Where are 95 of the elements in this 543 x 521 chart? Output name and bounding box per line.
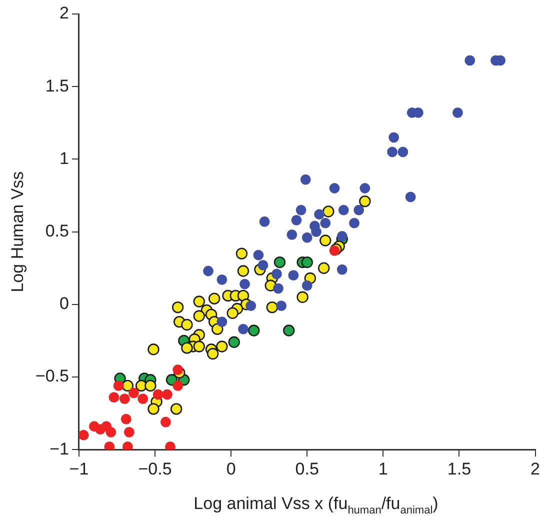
point [291, 214, 302, 226]
point [148, 403, 160, 415]
point [314, 209, 324, 220]
point [240, 278, 250, 290]
point [464, 55, 476, 66]
point [273, 283, 284, 294]
point [148, 344, 160, 356]
x-tick-label: 0.5 [295, 459, 319, 478]
point [152, 389, 164, 400]
point [237, 265, 250, 277]
x-axis-title: Log animal Vss x (fu$_{human}$/fu$_{animal}$) [192, 494, 440, 516]
point [354, 204, 364, 216]
x-tick-label: 2 [530, 459, 540, 478]
point [274, 256, 286, 268]
y-tick-label: 0.5 [45, 221, 69, 240]
point [302, 280, 312, 291]
point [138, 394, 148, 404]
x-tick-label: 1.5 [447, 459, 472, 478]
point [165, 441, 176, 450]
point [259, 216, 270, 227]
y-tick-label: 1.5 [45, 76, 69, 96]
point [212, 323, 224, 335]
point [78, 430, 89, 440]
point [398, 146, 408, 158]
point [452, 108, 463, 118]
point [311, 226, 322, 237]
point [228, 336, 240, 348]
point [283, 324, 295, 336]
y-tick-label: 2 [59, 4, 69, 23]
point [172, 301, 184, 314]
point [104, 441, 115, 450]
point [258, 260, 268, 270]
y-tick-label: 1 [59, 148, 69, 168]
point [162, 389, 172, 400]
point [288, 270, 299, 281]
y-tick-label: −0.5 [35, 366, 69, 386]
y-tick-label: 0 [59, 294, 69, 314]
point [271, 268, 282, 280]
point [296, 204, 306, 216]
point [208, 292, 220, 304]
point [236, 248, 248, 260]
point [318, 262, 330, 274]
point [181, 318, 193, 331]
point [320, 234, 332, 246]
point [296, 291, 308, 303]
point [216, 274, 228, 285]
point [120, 414, 132, 424]
point [300, 174, 311, 185]
point [206, 348, 219, 360]
point [248, 324, 260, 336]
point [276, 300, 286, 312]
y-axis-title: Log Human Vss [8, 171, 27, 292]
point [360, 183, 370, 194]
point [113, 380, 124, 391]
point [253, 250, 264, 260]
x-tick-label: 1 [378, 459, 388, 478]
point [266, 301, 278, 314]
point [349, 218, 360, 228]
point [119, 394, 130, 404]
x-tick-label: −0.5 [138, 459, 172, 478]
point [170, 403, 182, 415]
point [226, 307, 238, 319]
point [238, 324, 248, 334]
point [322, 206, 334, 218]
point [172, 364, 184, 375]
point [246, 300, 256, 312]
point [172, 380, 184, 391]
point [286, 230, 298, 240]
point [320, 218, 331, 228]
point [302, 232, 312, 243]
point [387, 146, 398, 158]
point [203, 266, 214, 276]
point [160, 416, 171, 428]
point [216, 340, 228, 352]
point [329, 183, 340, 194]
point [193, 310, 205, 322]
point [359, 195, 371, 208]
point [336, 230, 348, 242]
point [124, 426, 134, 438]
point [338, 204, 349, 216]
x-tick-label: 0 [226, 459, 236, 478]
point [106, 426, 116, 438]
point [336, 264, 348, 275]
point [128, 388, 139, 398]
point [193, 340, 205, 352]
point [193, 296, 205, 308]
point [122, 441, 133, 450]
point [216, 316, 228, 328]
point [405, 192, 416, 202]
point [301, 256, 313, 268]
point [108, 392, 120, 403]
y-tick-label: −1 [50, 439, 69, 458]
point [144, 380, 156, 392]
point [181, 342, 193, 354]
point [388, 132, 400, 143]
